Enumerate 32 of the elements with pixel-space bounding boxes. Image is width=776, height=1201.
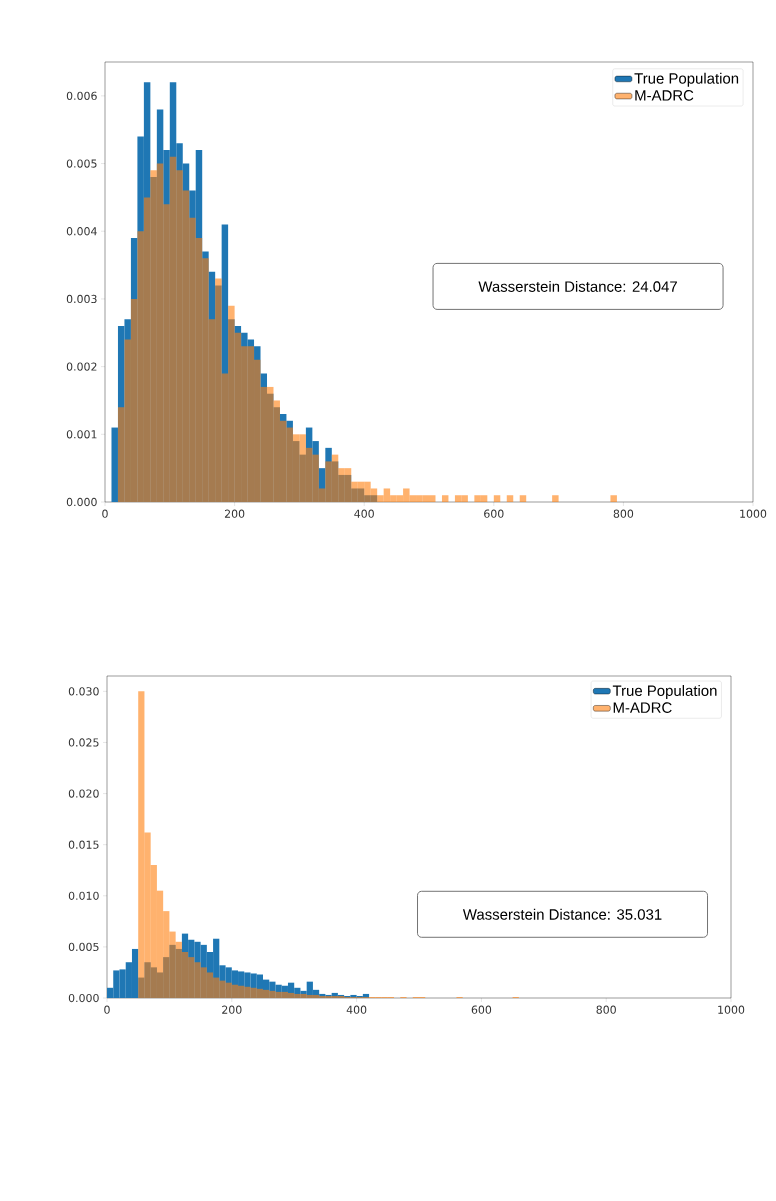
x-tick-label: 200 bbox=[222, 1005, 242, 1014]
legend-label: True Population bbox=[612, 685, 717, 699]
y-tick-label: 0.005 bbox=[66, 159, 97, 168]
y-tick-label: 0.006 bbox=[66, 91, 97, 100]
y-tick-label: 0.002 bbox=[66, 362, 97, 371]
annotation: Wasserstein Distance: 35.031 bbox=[462, 908, 662, 920]
x-tick-label: 800 bbox=[596, 1005, 616, 1014]
x-tick-label: 600 bbox=[484, 509, 504, 518]
x-tick-label: 200 bbox=[224, 509, 245, 518]
annotation: Wasserstein Distance: 24.047 bbox=[478, 280, 677, 292]
y-tick-label: 0.030 bbox=[68, 687, 99, 696]
y-tick-label: 0.000 bbox=[68, 993, 99, 1003]
x-tick-label: 1000 bbox=[718, 1005, 745, 1014]
x-tick-label: 400 bbox=[354, 509, 374, 518]
y-tick-label: 0.003 bbox=[66, 294, 97, 304]
x-tick-label: 600 bbox=[471, 1005, 492, 1014]
y-tick-label: 0.000 bbox=[66, 497, 97, 507]
x-tick-label: 400 bbox=[346, 1005, 367, 1014]
y-tick-label: 0.015 bbox=[68, 840, 99, 849]
y-tick-label: 0.001 bbox=[66, 430, 97, 439]
y-tick-label: 0.004 bbox=[66, 227, 97, 236]
y-tick-label: 0.010 bbox=[68, 891, 99, 900]
legend-label: M-ADRC bbox=[635, 90, 694, 101]
y-tick-label: 0.025 bbox=[68, 738, 99, 747]
y-tick-label: 0.005 bbox=[68, 942, 99, 952]
y-tick-label: 0.020 bbox=[68, 789, 99, 798]
x-tick-label: 0 bbox=[102, 509, 108, 518]
legend-label: M-ADRC bbox=[613, 702, 672, 713]
x-tick-label: 800 bbox=[613, 509, 634, 518]
legend-label: True Population bbox=[634, 72, 739, 87]
x-tick-label: 0 bbox=[104, 1005, 110, 1014]
x-tick-label: 1000 bbox=[740, 509, 767, 518]
